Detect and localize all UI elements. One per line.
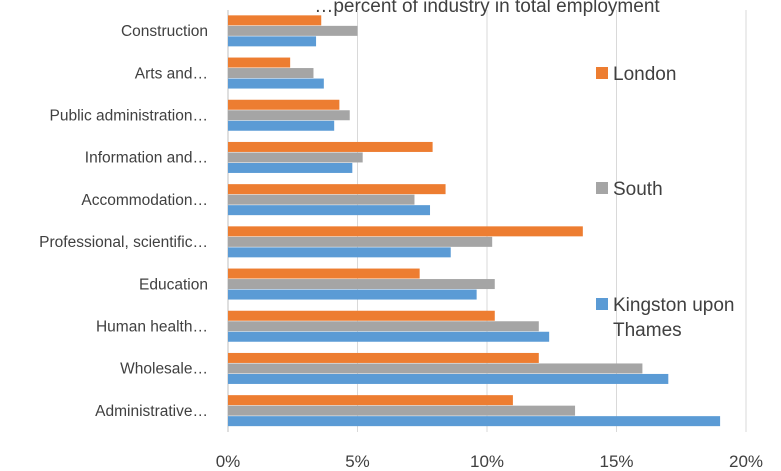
bar-kingston-upon-thames [228, 205, 431, 216]
legend-label: London [613, 64, 676, 85]
legend: London South Kingston upon Thames [596, 64, 735, 341]
x-tick-label: 15% [599, 452, 633, 471]
category-label: Construction [121, 23, 208, 40]
bar-kingston-upon-thames [228, 331, 550, 342]
bar-south [228, 194, 415, 205]
bar-kingston-upon-thames [228, 162, 353, 173]
bars [228, 15, 721, 427]
bar-london [228, 352, 539, 363]
bar-london [228, 141, 433, 152]
x-tick-label: 0% [216, 452, 241, 471]
category-labels: Administrative… Wholesale… Human health… Ed… [39, 23, 208, 420]
legend-swatch [596, 182, 608, 194]
bar-london [228, 268, 420, 279]
bar-south [228, 110, 350, 121]
bar-kingston-upon-thames [228, 120, 335, 131]
x-tick-label: 20% [729, 452, 763, 471]
category-label: Professional, scientific… [39, 234, 208, 251]
bar-kingston-upon-thames [228, 289, 477, 300]
bar-london [228, 395, 513, 406]
category-label: Human health… [96, 319, 208, 336]
legend-swatch [596, 298, 608, 310]
category-label: Information and… [85, 150, 208, 167]
x-tick-label: 10% [470, 452, 504, 471]
category-label: Public administration… [49, 108, 208, 125]
bar-south [228, 321, 539, 332]
legend-label: South [613, 179, 663, 200]
x-tick-labels: 0% 5% 10% 15% 20% [216, 452, 763, 471]
bar-kingston-upon-thames [228, 78, 324, 89]
bar-south [228, 279, 495, 290]
bar-south [228, 363, 643, 374]
category-label: Arts and… [135, 65, 208, 82]
x-tick-label: 5% [345, 452, 370, 471]
bar-south [228, 236, 493, 247]
bar-london [228, 310, 495, 321]
legend-swatch [596, 67, 608, 79]
bar-kingston-upon-thames [228, 247, 451, 258]
category-label: Education [139, 276, 208, 293]
bar-kingston-upon-thames [228, 416, 721, 427]
category-label: Accommodation… [81, 192, 208, 209]
bar-south [228, 25, 358, 36]
bar-london [228, 99, 340, 110]
bar-south [228, 68, 314, 79]
bar-london [228, 226, 583, 237]
bar-london [228, 184, 446, 195]
category-label: Administrative… [95, 403, 208, 420]
category-label: Wholesale… [120, 361, 208, 378]
bar-london [228, 57, 291, 68]
legend-label: Kingston upon Thames [613, 295, 735, 341]
bar-south [228, 152, 363, 163]
chart-title: …percent of industry in total employment [314, 0, 660, 17]
bar-london [228, 15, 322, 26]
bar-kingston-upon-thames [228, 373, 669, 384]
bar-south [228, 405, 576, 416]
bar-kingston-upon-thames [228, 36, 317, 47]
